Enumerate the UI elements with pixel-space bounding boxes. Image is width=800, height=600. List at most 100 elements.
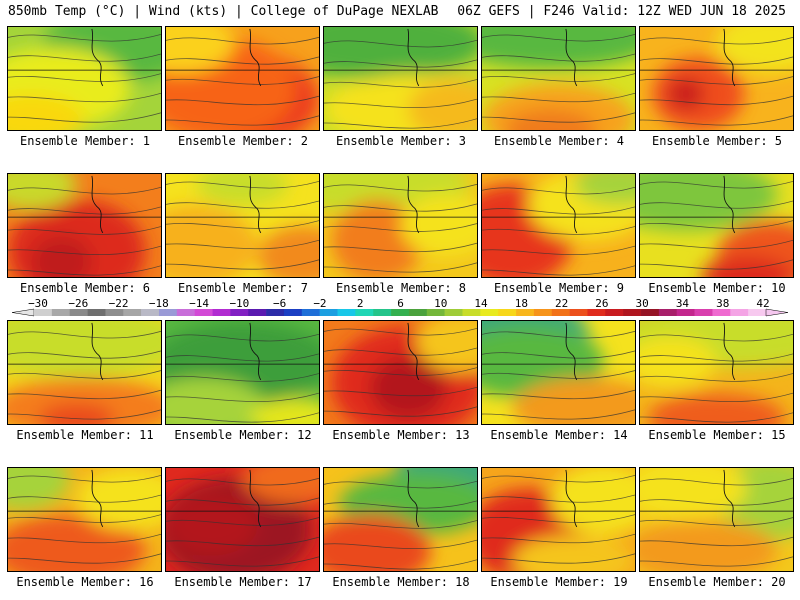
member-panel-6 <box>7 173 162 278</box>
member-label-1: Ensemble Member: 1 <box>19 134 151 148</box>
member-label-14: Ensemble Member: 14 <box>490 428 628 442</box>
temperature-field <box>324 321 477 424</box>
colorbar-swatch <box>87 309 106 316</box>
colorbar-swatch <box>123 309 142 316</box>
colorbar-swatch <box>105 309 124 316</box>
colorbar-swatch <box>158 309 178 316</box>
temperature-field <box>166 468 319 571</box>
temperature-colorbar: −30 −26 −22 −18 −14 −10 −6 −2 2 6 10 14 18 22 26 30 34 38… <box>11 297 789 317</box>
colorbar-tick-label: 34 <box>676 297 690 310</box>
member-label-16: Ensemble Member: 16 <box>16 575 154 589</box>
colorbar-swatch <box>283 309 303 316</box>
colorbar-swatch <box>301 309 320 316</box>
member-label-11: Ensemble Member: 11 <box>16 428 154 442</box>
member-panel-7 <box>165 173 320 278</box>
member-panel-10 <box>639 173 794 278</box>
temperature-field <box>8 321 161 424</box>
colorbar-swatch <box>498 309 517 316</box>
colorbar-swatch <box>391 309 410 316</box>
member-label-5: Ensemble Member: 5 <box>651 134 783 148</box>
member-panel-11 <box>7 320 162 425</box>
member-label-10: Ensemble Member: 10 <box>648 281 786 295</box>
colorbar-tick-label: 18 <box>515 297 528 310</box>
colorbar-tick-label: −18 <box>149 297 169 310</box>
temperature-field <box>8 174 161 277</box>
colorbar-tick-label: 10 <box>434 297 447 310</box>
member-label-8: Ensemble Member: 8 <box>335 281 467 295</box>
member-panel-12 <box>165 320 320 425</box>
colorbar-swatch <box>426 309 445 316</box>
temperature-field <box>482 174 635 277</box>
colorbar-swatch <box>444 309 463 316</box>
member-label-3: Ensemble Member: 3 <box>335 134 467 148</box>
colorbar-swatch <box>748 309 767 316</box>
member-panel-16 <box>7 467 162 572</box>
colorbar-swatch <box>551 309 570 316</box>
colorbar-swatch <box>480 309 499 316</box>
temperature-field <box>324 174 477 277</box>
colorbar-tick-label: −22 <box>109 297 129 310</box>
member-panel-8 <box>323 173 478 278</box>
member-panel-14 <box>481 320 636 425</box>
temperature-field <box>324 468 477 571</box>
member-panel-19 <box>481 467 636 572</box>
colorbar-tick-label: 22 <box>555 297 568 310</box>
colorbar-swatch <box>587 309 606 316</box>
colorbar-swatch <box>69 309 88 316</box>
colorbar-tick-label: −10 <box>229 297 249 310</box>
member-label-20: Ensemble Member: 20 <box>648 575 786 589</box>
colorbar-tick-label: 42 <box>756 297 769 310</box>
colorbar-swatch <box>212 309 231 316</box>
colorbar-tick-label: −14 <box>189 297 209 310</box>
colorbar-high-arrow <box>765 308 789 317</box>
colorbar-tick-label: 2 <box>357 297 364 310</box>
temperature-field <box>482 468 635 571</box>
member-panel-9 <box>481 173 636 278</box>
colorbar-swatch <box>408 309 428 316</box>
member-panel-5 <box>639 26 794 131</box>
colorbar-swatch <box>194 309 213 316</box>
temperature-field <box>8 468 161 571</box>
temperature-field <box>324 27 477 130</box>
member-label-15: Ensemble Member: 15 <box>648 428 786 442</box>
member-label-9: Ensemble Member: 9 <box>493 281 625 295</box>
temperature-field <box>166 174 319 277</box>
member-panel-18 <box>323 467 478 572</box>
colorbar-swatch <box>337 309 356 316</box>
colorbar-swatch <box>319 309 338 316</box>
member-panel-15 <box>639 320 794 425</box>
temperature-field <box>482 27 635 130</box>
colorbar-swatch <box>176 309 195 316</box>
member-label-19: Ensemble Member: 19 <box>490 575 628 589</box>
member-panel-3 <box>323 26 478 131</box>
colorbar-tick-label: 14 <box>474 297 488 310</box>
colorbar-tick-label: 38 <box>716 297 729 310</box>
member-panel-17 <box>165 467 320 572</box>
colorbar-swatch <box>641 309 660 316</box>
colorbar-swatch <box>34 309 53 316</box>
colorbar-tick-label: 6 <box>397 297 404 310</box>
colorbar-swatch <box>676 309 695 316</box>
colorbar-swatch <box>694 309 713 316</box>
member-panel-20 <box>639 467 794 572</box>
colorbar-swatch <box>373 309 392 316</box>
colorbar-swatch <box>658 309 678 316</box>
colorbar-swatch <box>462 309 481 316</box>
colorbar-swatch <box>51 309 71 316</box>
member-panel-13 <box>323 320 478 425</box>
temperature-field <box>8 27 161 130</box>
member-label-4: Ensemble Member: 4 <box>493 134 625 148</box>
colorbar-swatch <box>248 309 267 316</box>
colorbar-swatch <box>230 309 249 316</box>
colorbar-swatch <box>712 309 731 316</box>
member-panel-1 <box>7 26 162 131</box>
colorbar-swatch <box>141 309 160 316</box>
member-label-2: Ensemble Member: 2 <box>177 134 309 148</box>
member-panel-4 <box>481 26 636 131</box>
member-label-12: Ensemble Member: 12 <box>174 428 312 442</box>
member-label-7: Ensemble Member: 7 <box>177 281 309 295</box>
member-panel-2 <box>165 26 320 131</box>
temperature-field <box>640 174 793 277</box>
member-label-13: Ensemble Member: 13 <box>332 428 470 442</box>
colorbar-low-arrow <box>11 308 35 317</box>
